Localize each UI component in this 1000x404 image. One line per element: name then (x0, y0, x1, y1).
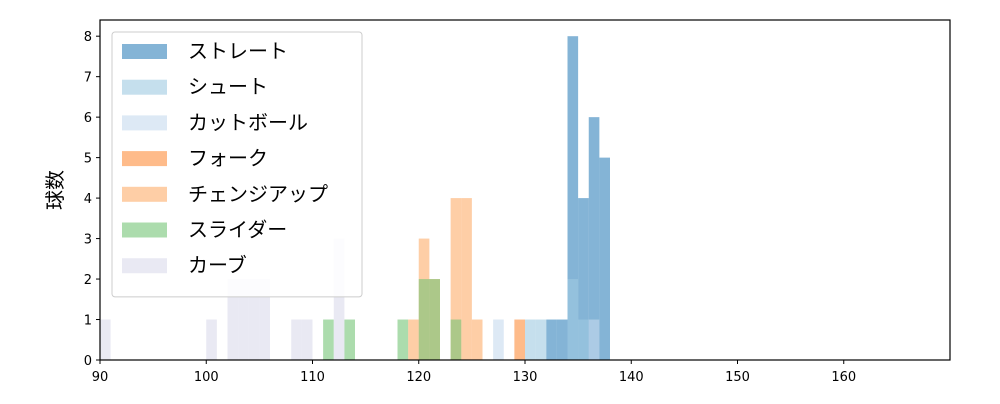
x-tick-label: 100 (194, 370, 219, 385)
legend-label: カットボール (188, 110, 308, 134)
histogram-bar (248, 279, 260, 360)
legend-label: シュート (188, 75, 268, 99)
ticks-layer: 90 100 110 120 130 140 150 160 0 1 2 3 4 5 6 7 8 (84, 30, 856, 385)
legend-label: チェンジアップ (188, 182, 328, 206)
histogram-bar (418, 279, 430, 360)
histogram-bar (567, 36, 579, 360)
histogram-bar (333, 238, 345, 360)
histogram-bar (323, 319, 334, 360)
histogram-bar (578, 319, 589, 360)
y-tick-label: 0 (84, 354, 92, 369)
histogram-bar (588, 319, 600, 360)
y-tick-label: 7 (84, 71, 92, 86)
legend-swatch (122, 186, 167, 202)
legend-label: ストレート (188, 39, 288, 63)
legend-swatch (122, 115, 167, 131)
legend-swatch (122, 222, 167, 238)
legend-swatch (122, 258, 167, 274)
histogram-bar (408, 319, 419, 360)
legend-label: カーブ (188, 253, 247, 277)
histogram-bar (227, 279, 239, 360)
y-tick-label: 6 (84, 111, 92, 126)
histogram-bar (567, 279, 579, 360)
y-axis-label: 球数 (43, 170, 67, 210)
histogram-bar (291, 319, 302, 360)
legend-swatch (122, 44, 167, 59)
x-tick-label: 110 (300, 370, 325, 385)
x-tick-label: 140 (619, 370, 644, 385)
legend-label: フォーク (188, 146, 268, 170)
histogram-bar (397, 319, 409, 360)
legend-box (111, 31, 363, 298)
histogram-bar (578, 198, 589, 360)
y-tick-label: 8 (84, 30, 92, 45)
histogram-bar (588, 117, 600, 361)
histogram-bar (450, 319, 462, 360)
histogram-bar (429, 279, 440, 360)
histogram-bar (259, 279, 270, 360)
histogram-bar (556, 319, 568, 360)
x-tick-label: 130 (513, 370, 538, 385)
x-tick-label: 90 (92, 370, 109, 385)
x-tick-label: 150 (725, 370, 750, 385)
histogram-bar (599, 157, 610, 360)
histogram-bar (546, 319, 557, 360)
bars-layer (100, 36, 610, 361)
x-tick-label: 120 (406, 370, 431, 385)
histogram-bar (100, 319, 111, 360)
histogram-bar (238, 279, 249, 360)
y-tick-label: 1 (84, 314, 92, 329)
histogram-bar (535, 319, 547, 360)
legend-swatch (122, 79, 167, 95)
histogram-bar (471, 319, 483, 360)
x-tick-label: 160 (831, 370, 856, 385)
y-tick-label: 5 (84, 152, 92, 167)
histogram-bar (493, 319, 504, 360)
y-tick-label: 2 (84, 273, 92, 288)
y-tick-label: 4 (84, 192, 92, 207)
y-tick-label: 3 (84, 233, 92, 248)
histogram-bar (461, 198, 472, 360)
histogram-bar (206, 319, 217, 360)
histogram-bar (525, 319, 536, 360)
legend-label: スライダー (188, 218, 287, 242)
histogram-bar (301, 319, 313, 360)
legend-swatch (122, 151, 167, 167)
histogram-bar (344, 319, 355, 360)
histogram-bar (450, 198, 462, 360)
histogram-bar (514, 319, 525, 360)
